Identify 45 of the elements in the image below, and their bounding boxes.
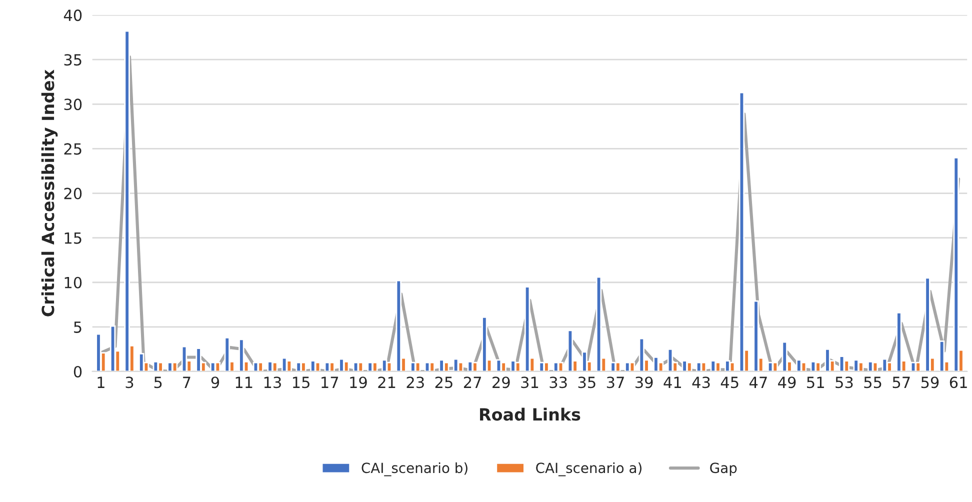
y-tick-label: 0	[74, 366, 82, 378]
y-tick-label: 15	[64, 232, 82, 244]
y-axis-title: Critical Accessibility Index	[41, 70, 58, 316]
x-tick-label: 25	[435, 376, 452, 388]
x-tick-label: 1	[98, 376, 104, 388]
y-tick-label: 40	[64, 10, 82, 22]
x-tick-label: 45	[720, 376, 738, 388]
y-tick-label: 30	[64, 98, 82, 110]
x-tick-label: 11	[236, 376, 252, 388]
x-tick-label: 31	[521, 376, 538, 388]
y-tick-label: 10	[64, 276, 82, 288]
x-tick-label: 61	[950, 376, 967, 388]
x-tick-label: 21	[378, 376, 396, 388]
x-tick-label: 41	[664, 376, 681, 388]
x-tick-label: 19	[350, 376, 367, 388]
x-tick-label: 7	[183, 376, 190, 388]
x-tick-label: 59	[921, 376, 939, 388]
x-tick-label: 49	[778, 376, 796, 388]
y-tick-label: 25	[64, 143, 82, 155]
x-tick-label: 13	[264, 376, 281, 388]
x-tick-label: 33	[550, 376, 567, 388]
x-tick-label: 37	[606, 376, 624, 388]
x-tick-label: 51	[807, 376, 824, 388]
legend-label: Gap	[710, 462, 737, 476]
x-tick-label: 9	[211, 376, 220, 388]
y-tick-label: 5	[74, 322, 82, 333]
legend-label: CAI_scenario b)	[362, 462, 468, 476]
x-tick-label: 57	[892, 376, 910, 388]
x-tick-label: 43	[692, 376, 710, 388]
x-tick-label: 53	[836, 376, 853, 388]
y-tick-label: 35	[64, 54, 82, 66]
x-tick-label: 15	[292, 376, 310, 388]
x-tick-label: 5	[154, 376, 162, 388]
x-tick-label: 39	[636, 376, 653, 388]
x-tick-label: 47	[749, 376, 767, 388]
x-tick-label: 35	[578, 376, 596, 388]
x-tick-label: 17	[322, 376, 338, 388]
x-tick-label: 27	[464, 376, 481, 388]
x-tick-label: 3	[126, 376, 134, 388]
x-axis-title: Road Links	[480, 408, 580, 421]
x-tick-label: 23	[406, 376, 424, 388]
x-tick-label: 55	[864, 376, 882, 388]
legend-label: CAI_scenario a)	[536, 462, 642, 476]
y-tick-label: 20	[64, 188, 82, 200]
x-tick-label: 29	[492, 376, 510, 388]
